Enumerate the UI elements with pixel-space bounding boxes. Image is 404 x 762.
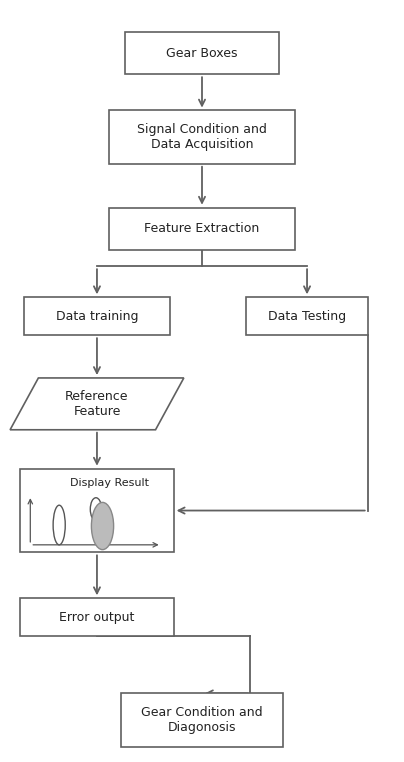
Text: Data training: Data training [56, 309, 138, 323]
FancyBboxPatch shape [24, 297, 170, 335]
Ellipse shape [53, 505, 65, 545]
Text: Gear Condition and
Diagonosis: Gear Condition and Diagonosis [141, 706, 263, 734]
FancyBboxPatch shape [20, 598, 174, 636]
Text: Gear Boxes: Gear Boxes [166, 46, 238, 60]
Ellipse shape [90, 498, 102, 520]
Text: Reference
Feature: Reference Feature [65, 390, 129, 418]
FancyBboxPatch shape [125, 32, 279, 74]
FancyBboxPatch shape [20, 469, 174, 552]
Polygon shape [10, 378, 184, 430]
Text: Signal Condition and
Data Acquisition: Signal Condition and Data Acquisition [137, 123, 267, 151]
Text: Display Result: Display Result [69, 478, 149, 488]
FancyBboxPatch shape [121, 693, 283, 747]
Ellipse shape [91, 502, 114, 549]
FancyBboxPatch shape [246, 297, 368, 335]
FancyBboxPatch shape [109, 110, 295, 164]
Text: Feature Extraction: Feature Extraction [144, 222, 260, 235]
Text: Data Testing: Data Testing [268, 309, 346, 323]
FancyBboxPatch shape [109, 207, 295, 250]
Text: Error output: Error output [59, 610, 135, 624]
